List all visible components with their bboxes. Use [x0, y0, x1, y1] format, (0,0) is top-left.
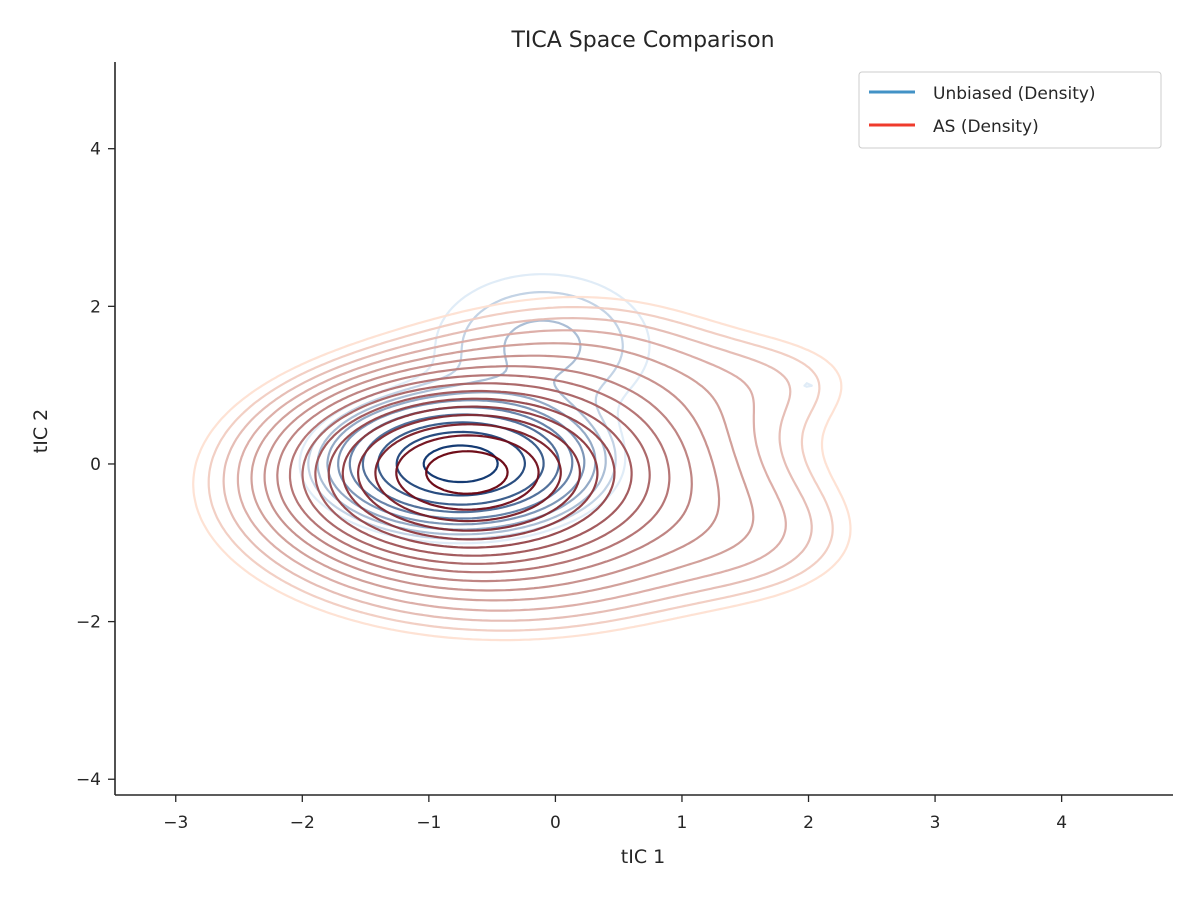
x-tick-label: 4	[1056, 813, 1067, 833]
x-axis-label: tIC 1	[621, 846, 665, 868]
contour-level	[374, 423, 562, 523]
x-tick-label: 1	[677, 813, 688, 833]
contour-level	[276, 365, 693, 583]
contour-level	[395, 430, 526, 497]
contour-level	[341, 405, 599, 541]
y-tick-label: 2	[90, 297, 101, 317]
contour-level	[263, 354, 721, 592]
contour-level	[425, 450, 509, 495]
x-tick-label: −2	[290, 813, 315, 833]
contour-level	[250, 342, 755, 602]
contour-level	[357, 413, 581, 532]
legend: Unbiased (Density) AS (Density)	[858, 71, 1162, 149]
y-tick-label: 4	[90, 140, 101, 160]
contour-level	[301, 382, 651, 565]
contour-series-unbiased	[298, 273, 813, 545]
contour-level	[314, 389, 633, 557]
contour-level	[192, 295, 852, 642]
x-tick-label: 2	[803, 813, 814, 833]
chart-title: TICA Space Comparison	[510, 28, 774, 53]
y-axis-label: tIC 2	[30, 409, 52, 453]
y-tick-label: −2	[76, 613, 101, 633]
contour-level	[236, 329, 787, 612]
legend-label-unbiased: Unbiased (Density)	[933, 84, 1096, 104]
contour-level	[395, 434, 540, 511]
y-tick-label: −4	[76, 770, 101, 790]
x-tick-label: −1	[416, 813, 441, 833]
contour-level	[288, 374, 671, 574]
contour-level	[298, 273, 813, 545]
y-tick-label: 0	[90, 455, 101, 475]
x-tick-label: −3	[163, 813, 188, 833]
x-tick-label: 3	[930, 813, 941, 833]
contour-level	[361, 413, 561, 514]
contour-series-as	[192, 295, 852, 642]
axes: −3 −2 −1 0 1 2 3 4 −4 −2 0 2 4	[76, 62, 1173, 833]
plot-area	[192, 273, 852, 642]
legend-frame	[858, 71, 1162, 149]
contour-level	[222, 317, 813, 622]
contour-level	[327, 397, 616, 549]
legend-label-as: AS (Density)	[933, 117, 1039, 137]
x-tick-label: 0	[550, 813, 561, 833]
contour-level	[207, 306, 834, 632]
